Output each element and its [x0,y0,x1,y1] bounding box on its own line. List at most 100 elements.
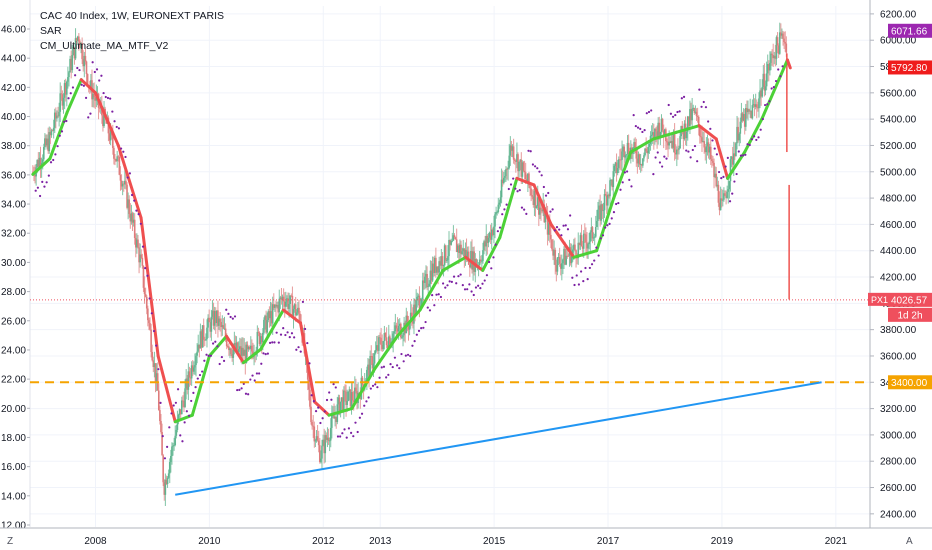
sar-dot [356,430,359,434]
price-body [546,214,549,235]
price-body [150,329,152,352]
price-body [165,479,168,485]
price-body [522,162,525,171]
sar-dot [671,115,675,118]
price-body [188,371,191,378]
sar-dot [573,283,576,287]
trendline [175,381,822,496]
price-body [271,304,274,324]
price-body [288,303,290,309]
sar-dot [262,352,265,355]
sar-dot [650,109,653,112]
left-tick-label: 46.00 [1,25,26,36]
price-body [377,345,379,351]
sar-dot [264,353,267,356]
sar-dot [474,286,478,289]
sar-dot [755,138,758,142]
price-body [86,74,89,85]
price-body [72,47,75,56]
ma-segment [612,150,633,200]
sar-dot [286,331,289,334]
price-body [164,479,167,495]
price-body [173,445,175,446]
price-body [294,304,297,316]
price-body [313,426,316,442]
price-body [48,132,51,152]
price-label-prefix-box [868,292,888,306]
sar-dot [247,393,250,396]
sar-dot [766,103,769,106]
symbol-title[interactable]: CAC 40 Index, 1W, EURONEXT PARIS [40,10,225,22]
price-body [431,263,434,281]
price-body [558,257,561,264]
price-body [718,202,721,211]
price-body [443,245,446,266]
price-body [523,170,526,173]
sar-dot [293,336,296,339]
sar-dot [582,280,585,283]
ma-indicator-label[interactable]: CM_Ultimate_MA_MTF_V2 [40,40,169,52]
bottom-axis[interactable]: 2008 2010 2012 2013 2015 2017 2019 2021 Z A [0,527,932,547]
price-body [322,439,324,446]
price-body [287,298,289,309]
ma-segment [156,354,177,424]
sar-dot [621,181,624,184]
price-body [213,310,216,326]
price-body [81,43,83,60]
sar-dot [663,155,666,158]
price-body [237,349,240,352]
price-body [418,295,421,309]
price-body [74,38,77,59]
price-body [337,397,340,405]
sar-dot [111,110,114,113]
sar-dot [268,341,272,344]
sar-dot [374,383,377,386]
sar-dot [691,148,694,152]
sar-dot [643,129,646,132]
price-body [80,43,82,49]
price-body [269,311,272,319]
price-body [785,43,788,53]
price-body [249,345,252,349]
sar-dot [225,308,228,311]
price-body [712,160,714,163]
sar-dot [220,355,223,359]
price-body [685,131,688,139]
sar-dot [669,112,672,115]
sar-indicator-label[interactable]: SAR [40,25,62,37]
price-body [588,241,590,245]
price-body [82,59,85,67]
price-body [614,162,617,166]
price-body [605,195,608,206]
ma-segment [350,367,377,411]
price-body [520,159,523,177]
price-body [263,319,265,333]
price-body [222,325,225,329]
sar-dot [463,288,467,291]
price-body [197,344,200,352]
price-body [185,378,187,389]
price-body [402,335,404,338]
right-axis[interactable]: 6200.006000.005800.005600.005400.005200.… [868,0,932,528]
sar-dot [117,127,121,130]
sar-dot [369,387,372,390]
price-body [554,249,557,266]
sar-dot [45,181,48,184]
sar-dot [619,188,622,191]
price-body [176,418,179,430]
sar-dot [428,309,432,312]
price-body [78,36,80,42]
sar-dot [763,103,767,107]
price-body [737,126,739,141]
price-body [589,232,592,242]
price-body [449,239,451,245]
price-body [533,190,536,206]
ma-segment [79,78,97,95]
price-body [202,325,205,340]
price-body [406,315,409,325]
price-body [519,159,522,162]
price-body [385,337,388,346]
sar-dot [317,406,320,409]
price-body [678,148,680,150]
